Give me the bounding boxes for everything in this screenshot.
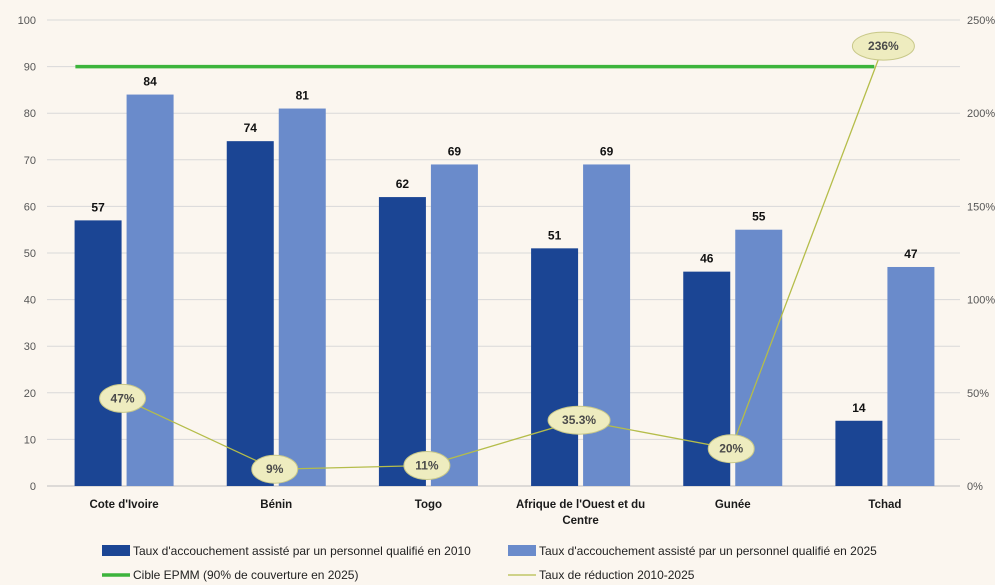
bar-value-label: 81 xyxy=(296,89,310,103)
x-category-label: Togo xyxy=(415,499,442,511)
legend-swatch-2025 xyxy=(508,545,536,556)
y-right-tick-label: 150% xyxy=(967,201,995,213)
legend-label-2010: Taux d'accouchement assisté par un perso… xyxy=(133,544,471,558)
y-left-tick-label: 70 xyxy=(24,155,36,167)
bar-value-label: 46 xyxy=(700,252,714,266)
x-category-label: Afrique de l'Ouest et du xyxy=(516,499,645,511)
reduction-point xyxy=(99,383,147,413)
x-category-label: Tchad xyxy=(868,499,901,511)
legend-label-target: Cible EPMM (90% de couverture en 2025) xyxy=(133,568,358,582)
bar-2010 xyxy=(378,197,426,486)
reduction-value-label: 236% xyxy=(868,39,899,53)
bar-2010 xyxy=(226,141,274,486)
bar-2025 xyxy=(126,94,174,486)
bar-value-label: 47 xyxy=(904,247,918,261)
bar-2025 xyxy=(583,164,631,486)
reduction-value-label: 20% xyxy=(719,442,743,456)
x-category-label: Cote d'Ivoire xyxy=(89,499,158,511)
y-left-tick-label: 0 xyxy=(30,481,36,493)
bar-2025 xyxy=(887,266,935,486)
bar-value-label: 51 xyxy=(548,228,562,242)
bar-2010 xyxy=(531,248,579,486)
x-category-label: Gunée xyxy=(715,499,751,511)
bar-value-label: 74 xyxy=(244,121,258,135)
legend-label-2025: Taux d'accouchement assisté par un perso… xyxy=(539,544,877,558)
reduction-value-label: 35.3% xyxy=(562,413,596,427)
y-right-tick-label: 100% xyxy=(967,295,995,307)
reduction-line xyxy=(122,45,885,470)
reduction-value-label: 11% xyxy=(415,458,439,472)
y-left-tick-label: 40 xyxy=(24,295,36,307)
reduction-value-label: 9% xyxy=(266,462,284,476)
bar-value-label: 14 xyxy=(852,401,866,415)
y-left-tick-label: 60 xyxy=(24,201,36,213)
y-right-tick-label: 50% xyxy=(967,388,989,400)
y-right-tick-label: 250% xyxy=(967,15,995,27)
reduction-value-label: 47% xyxy=(111,391,135,405)
bar-2025 xyxy=(278,108,326,486)
bar-2010 xyxy=(74,220,122,486)
reduction-point xyxy=(547,405,611,435)
reduction-point xyxy=(403,450,451,480)
bar-2010 xyxy=(835,420,883,486)
y-left-tick-label: 80 xyxy=(24,108,36,120)
y-left-tick-label: 30 xyxy=(24,341,36,353)
bar-value-label: 84 xyxy=(143,75,157,89)
x-category-label: Centre xyxy=(562,515,598,527)
legend-swatch-2010 xyxy=(102,545,130,556)
bar-value-label: 69 xyxy=(600,144,614,158)
legend-label-reduction: Taux de réduction 2010-2025 xyxy=(539,568,695,582)
y-left-tick-label: 10 xyxy=(24,434,36,446)
reduction-point xyxy=(707,434,755,464)
y-left-tick-label: 90 xyxy=(24,62,36,74)
y-left-tick-label: 20 xyxy=(24,388,36,400)
y-right-tick-label: 200% xyxy=(967,108,995,120)
x-category-label: Bénin xyxy=(260,499,292,511)
reduction-point xyxy=(251,454,299,484)
bar-value-label: 69 xyxy=(448,144,462,158)
y-right-tick-label: 0% xyxy=(967,481,983,493)
bar-value-label: 57 xyxy=(91,200,105,214)
bar-value-label: 62 xyxy=(396,177,410,191)
bar-2025 xyxy=(430,164,478,486)
y-left-tick-label: 50 xyxy=(24,248,36,260)
reduction-point xyxy=(851,31,915,61)
y-left-tick-label: 100 xyxy=(18,15,36,27)
bar-value-label: 55 xyxy=(752,210,766,224)
